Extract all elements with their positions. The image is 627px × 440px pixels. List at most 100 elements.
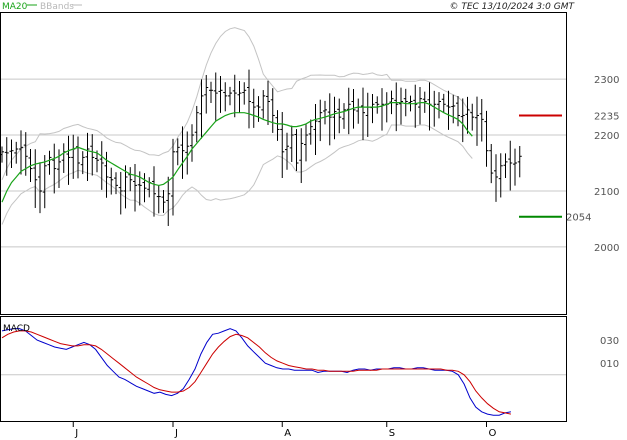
x-tick-label: J <box>74 428 78 439</box>
macd-title: MACD <box>3 324 30 334</box>
price-bar <box>4 137 9 176</box>
x-tick-label: S <box>389 428 395 439</box>
bband-upper <box>1 27 473 180</box>
y-tick-label: 2100 <box>594 187 619 198</box>
price-bar <box>0 146 4 163</box>
price-bar <box>90 134 95 176</box>
price-bar <box>142 173 147 203</box>
price-bar <box>280 111 285 178</box>
ma20-path <box>1 102 473 203</box>
price-bar <box>475 96 479 146</box>
y-tick-label: 2300 <box>594 75 619 86</box>
price-bar <box>342 103 346 129</box>
price-bar <box>489 143 494 184</box>
price-bar <box>470 103 475 131</box>
price-bar <box>289 125 294 162</box>
level-label-2054: 2054 <box>566 213 591 224</box>
legend-bbands: BBands <box>40 2 74 12</box>
level-label-2235: 2235 <box>594 111 619 122</box>
price-bar <box>446 90 451 130</box>
price-axis-labels: 2300 2200 2100 2000 <box>594 75 619 254</box>
price-bar <box>332 96 337 140</box>
price-bar <box>361 87 365 141</box>
price-bar <box>237 81 242 113</box>
price-bar <box>299 128 304 184</box>
x-tick-label: J <box>174 428 178 439</box>
price-bar <box>494 154 498 202</box>
bollinger-bands <box>1 27 473 225</box>
price-bar <box>85 132 90 182</box>
price-bar <box>451 94 456 124</box>
price-bar <box>9 139 14 169</box>
price-bar <box>441 93 446 113</box>
price-bar <box>228 86 232 106</box>
price-bar <box>394 82 399 132</box>
price-bar <box>80 151 85 175</box>
price-bar <box>218 75 223 113</box>
price-bar <box>14 141 19 164</box>
price-bar <box>399 87 403 125</box>
price-bar <box>484 110 489 167</box>
price-bar <box>418 87 422 125</box>
price-bar <box>503 153 508 178</box>
price-bar <box>346 87 351 135</box>
price-bar <box>375 96 380 114</box>
y-tick-label: 2200 <box>594 131 619 142</box>
price-bar <box>209 81 213 104</box>
price-bar <box>114 172 118 195</box>
price-bar <box>508 140 513 191</box>
price-bar <box>270 88 275 133</box>
x-tick-label: A <box>284 428 291 439</box>
price-bar <box>465 96 470 134</box>
price-bar <box>152 166 156 217</box>
price-bar <box>123 165 128 209</box>
price-bar <box>308 119 313 145</box>
price-bar <box>76 136 80 179</box>
price-bar <box>19 130 23 175</box>
price-levels: 2235 2054 <box>519 111 619 224</box>
price-bar <box>313 104 318 155</box>
price-bar <box>517 145 522 178</box>
price-panel <box>0 12 567 315</box>
price-bar <box>128 167 133 192</box>
legend-ma20: MA20 <box>2 2 28 12</box>
price-bar <box>456 96 460 127</box>
macd-y-tick-label: 030 <box>600 336 619 347</box>
price-bar <box>318 99 323 142</box>
macd-series-signal <box>1 330 512 415</box>
x-tick-label: O <box>489 428 497 439</box>
y-tick-label: 2000 <box>594 243 619 254</box>
price-bar <box>95 150 99 173</box>
price-bar <box>327 93 332 146</box>
price-bar <box>304 123 308 162</box>
price-bar <box>99 141 104 190</box>
price-bar <box>413 84 418 128</box>
bband-lower <box>1 124 473 225</box>
price-bar <box>204 74 209 114</box>
price-bar <box>47 150 52 175</box>
price-bar <box>109 167 114 195</box>
macd-y-tick-label: 010 <box>600 359 619 370</box>
price-bar <box>52 143 57 194</box>
price-bar <box>294 129 299 172</box>
price-bar <box>161 189 166 213</box>
ma20-line <box>1 102 473 203</box>
price-bar <box>275 110 280 141</box>
price-bar <box>266 80 270 125</box>
price-bar <box>479 99 484 142</box>
price-bar <box>261 90 266 119</box>
price-bar <box>66 135 71 185</box>
price-bar <box>118 171 123 215</box>
price-bar <box>242 82 247 105</box>
price-bar <box>33 149 38 208</box>
price-bar <box>247 69 251 129</box>
price-bar <box>285 132 289 170</box>
price-bar <box>175 138 180 166</box>
price-bar <box>166 176 171 226</box>
price-bar <box>513 148 517 186</box>
price-bar <box>156 185 161 214</box>
price-bar <box>38 162 42 214</box>
price-bar <box>337 98 342 134</box>
